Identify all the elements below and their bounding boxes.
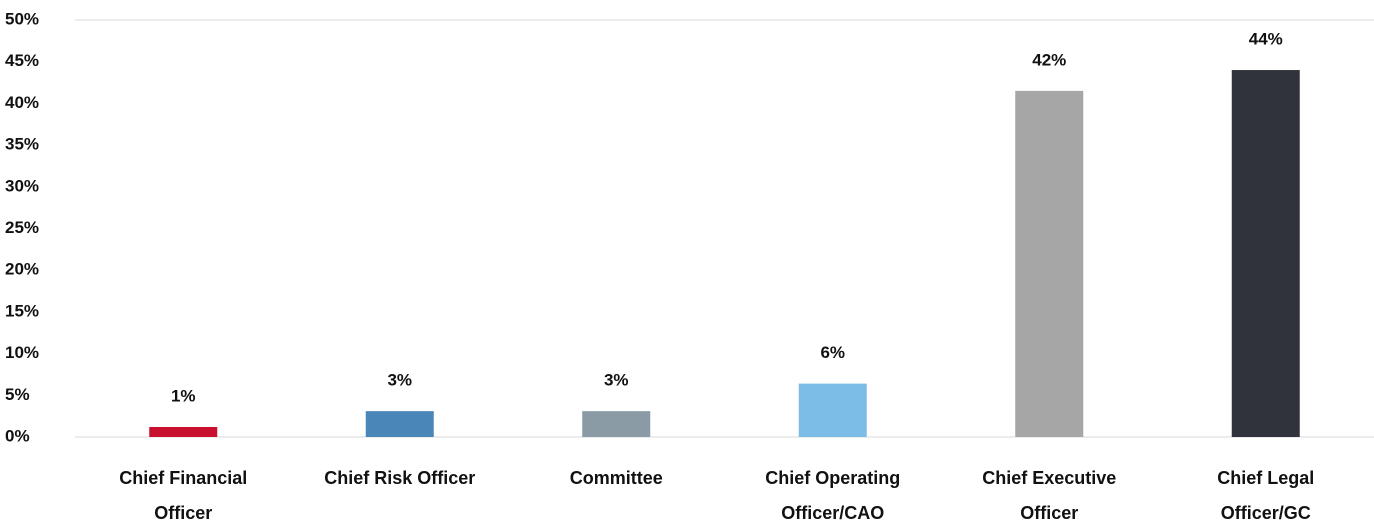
bar: [798, 383, 867, 437]
y-tick-label: 30%: [5, 176, 39, 195]
y-tick-label: 10%: [5, 343, 39, 362]
y-tick-label: 35%: [5, 135, 39, 154]
x-tick-label: Committee: [569, 468, 663, 488]
bar: [1015, 90, 1084, 437]
x-tick-label: Chief Executive Officer: [982, 468, 1117, 523]
value-label: 6%: [820, 343, 845, 362]
y-tick-label: 20%: [5, 260, 39, 279]
y-tick-label: 15%: [5, 301, 39, 320]
bar: [582, 411, 651, 437]
value-label: 44%: [1249, 30, 1283, 49]
bar: [365, 411, 434, 437]
x-tick-label: Chief Risk Officer: [324, 468, 476, 488]
value-label: 1%: [171, 386, 196, 405]
y-tick-label: 5%: [5, 385, 30, 404]
value-label: 3%: [604, 371, 629, 390]
x-tick-label: Chief Financial Officer: [119, 468, 248, 523]
value-label: 3%: [387, 371, 412, 390]
y-tick-label: 0%: [5, 426, 30, 445]
x-tick-label: Chief Operating Officer/CAO: [765, 468, 901, 523]
bar: [1231, 70, 1300, 437]
y-tick-label: 45%: [5, 51, 39, 70]
y-tick-label: 50%: [5, 9, 39, 28]
bar: [149, 426, 218, 437]
y-tick-label: 25%: [5, 218, 39, 237]
value-label: 42%: [1032, 50, 1066, 69]
x-tick-label: Chief Legal Officer/GC: [1217, 468, 1315, 523]
y-tick-label: 40%: [5, 93, 39, 112]
